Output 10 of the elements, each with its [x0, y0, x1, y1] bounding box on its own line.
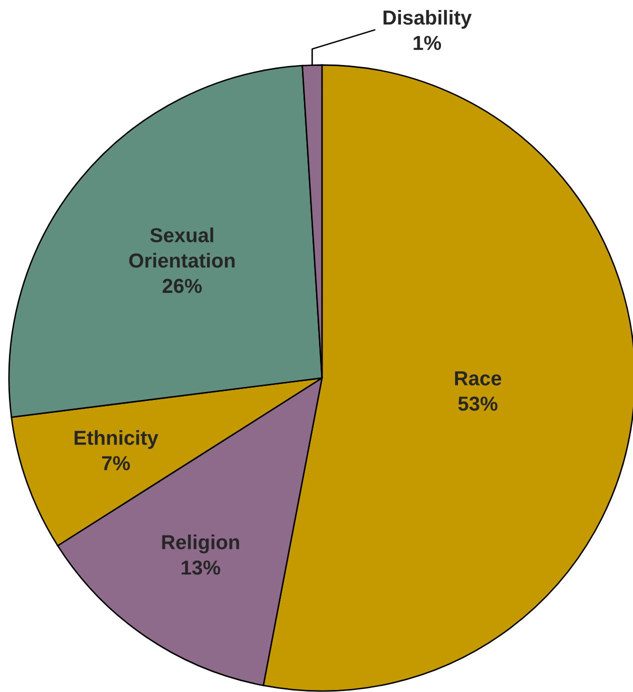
data-label: 1%	[414, 36, 442, 50]
data-label: 53%	[458, 396, 498, 411]
data-label: 26%	[162, 278, 202, 294]
data-label: 7%	[102, 456, 130, 470]
slice-label: Sexual Orientation	[129, 228, 235, 268]
slice-label: Race	[455, 371, 502, 386]
slice-label: Religion	[162, 534, 240, 554]
slice-label: Ethnicity	[74, 430, 158, 449]
data-label: 13%	[182, 560, 220, 575]
slice-label: Disability	[384, 10, 472, 29]
